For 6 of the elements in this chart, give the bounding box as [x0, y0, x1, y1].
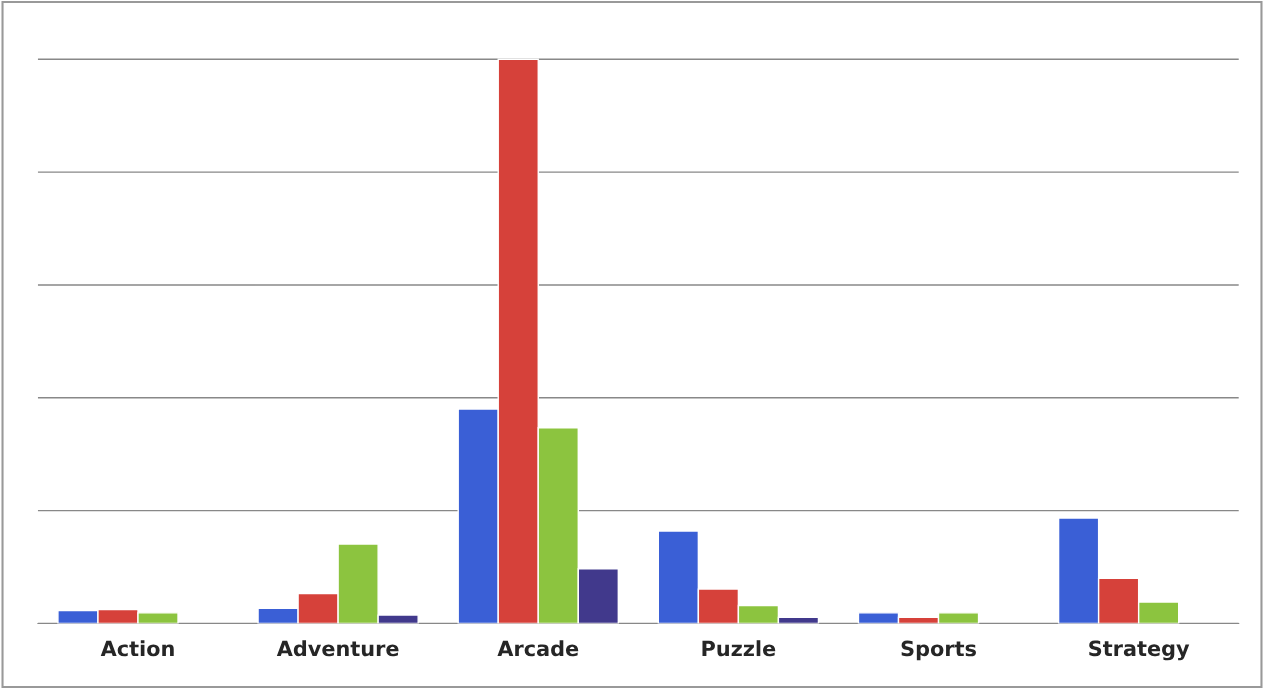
x-tick-label: Puzzle — [702, 640, 776, 657]
x-tick-label: Adventure — [276, 640, 399, 657]
x-tick-label: Action — [100, 640, 174, 657]
x-tick-label: Sports — [901, 640, 976, 661]
x-tick-label: Strategy — [1089, 640, 1190, 661]
x-tick-label: Arcade — [497, 640, 579, 657]
